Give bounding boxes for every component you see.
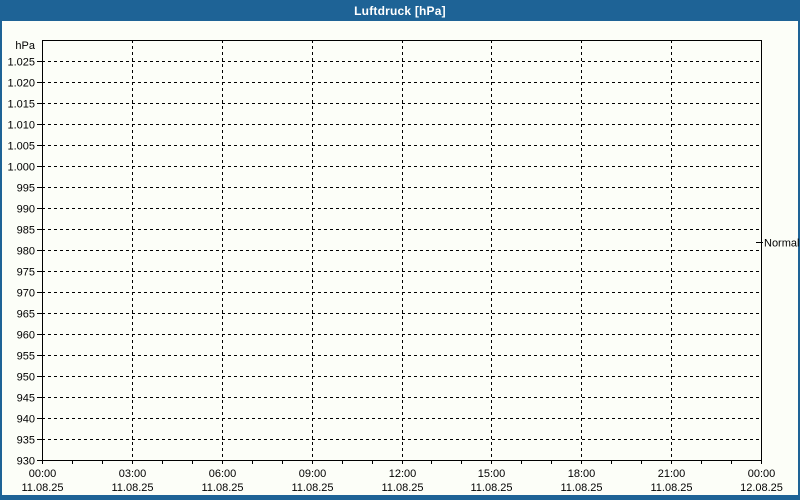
chart-title-bar: Luftdruck [hPa] [0,0,800,21]
chart-title: Luftdruck [hPa] [354,3,446,18]
chart-canvas [2,21,798,495]
